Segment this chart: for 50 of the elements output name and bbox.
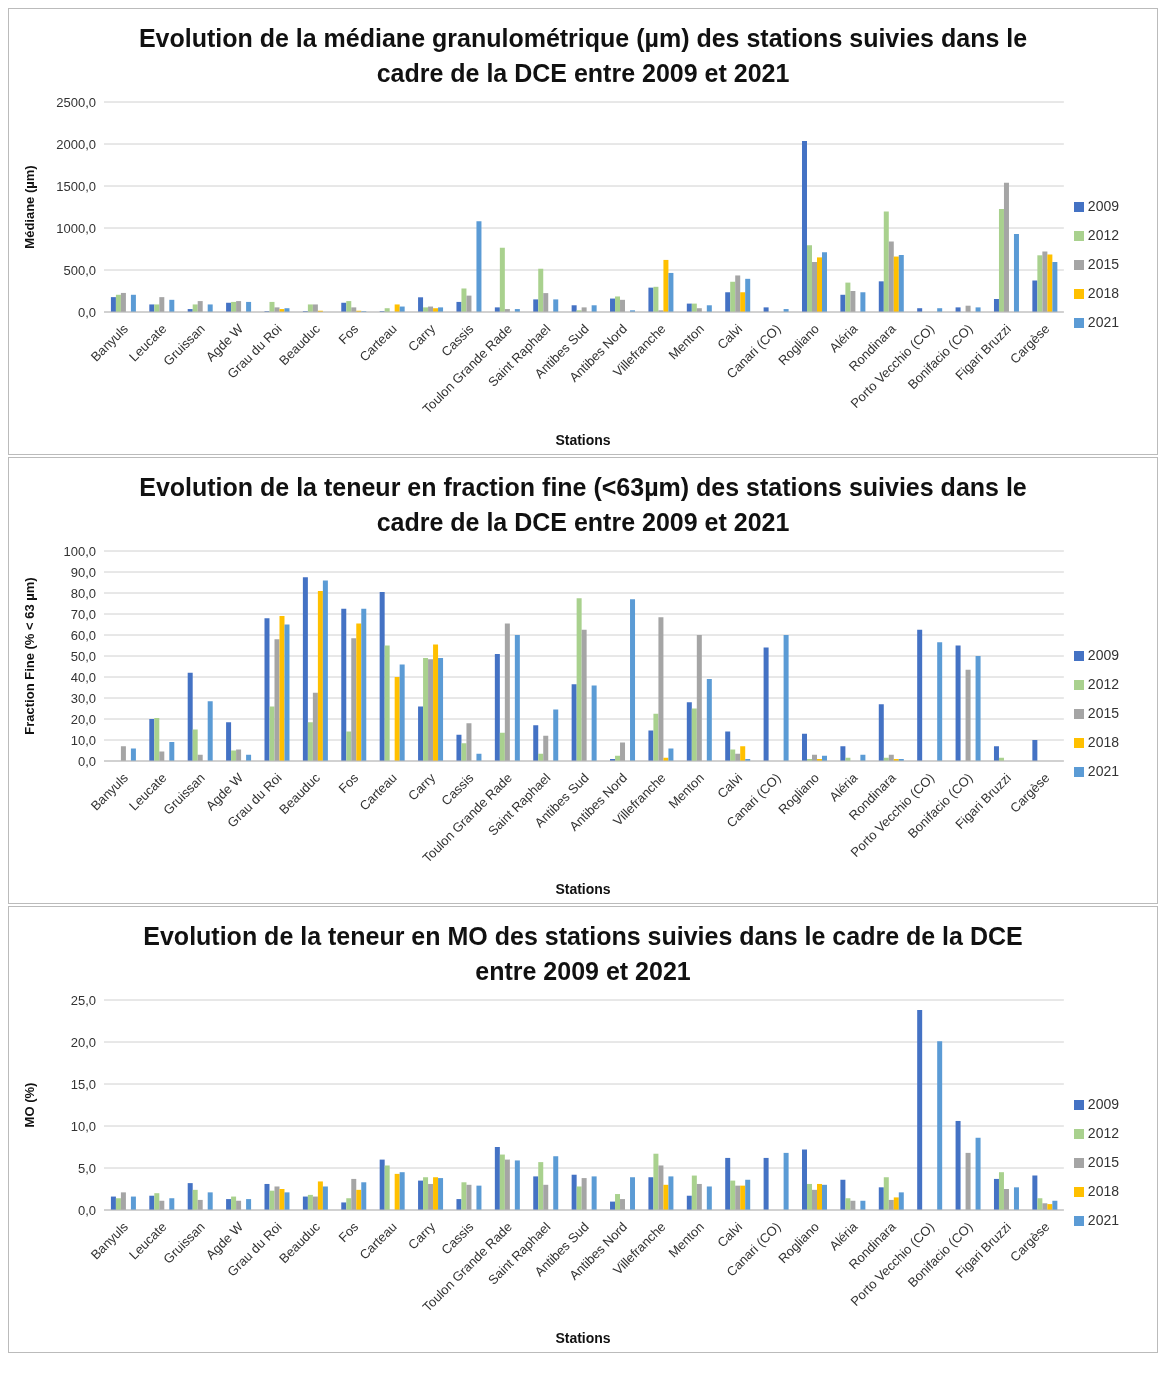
legend-label: 2021 (1087, 1212, 1119, 1228)
y-tick-label: 50,0 (70, 648, 96, 664)
legend-label: 2018 (1087, 734, 1119, 750)
legend-label: 2012 (1087, 227, 1119, 243)
y-tick-label: 80,0 (70, 585, 96, 601)
legend-label: 2018 (1087, 285, 1119, 301)
y-tick-label: 30,0 (70, 690, 96, 706)
y-tick-label: 10,0 (70, 732, 96, 748)
legend-label: 2009 (1087, 1096, 1119, 1112)
y-tick-label: 90,0 (70, 564, 96, 580)
y-axis-title: Fraction Fine (% < 63 µm) (21, 577, 37, 735)
y-tick-label: 25,0 (70, 992, 96, 1008)
legend-label: 2015 (1087, 1154, 1119, 1170)
legend-label: 2012 (1087, 676, 1119, 692)
y-tick-label: 20,0 (70, 1034, 96, 1050)
y-tick-label: 0,0 (77, 1202, 96, 1218)
x-axis-title: Stations (554, 881, 612, 897)
y-tick-label: 5,0 (77, 1160, 96, 1176)
chart-title: Evolution de la teneur en fraction fine (<63µm) des stations suivies dans le cadre de la DCE entre 2009 et 2021 (138, 472, 1028, 538)
x-tick-label: Fos (335, 320, 362, 348)
y-tick-label: 10,0 (70, 1118, 96, 1134)
legend-label: 2018 (1087, 1183, 1119, 1199)
y-axis-title: MO (%) (21, 1082, 37, 1128)
chart-title: Evolution de la médiane granulométrique (µm) des stations suivies dans le cadre de la DCE entre 2009 et 2021 (137, 23, 1029, 89)
chart-title: Evolution de la teneur en MO des stations suivies dans le cadre de la DCE entre 2009 et 2021 (142, 921, 1024, 987)
y-tick-label: 15,0 (70, 1076, 96, 1092)
legend-label: 2021 (1087, 763, 1119, 779)
legend-label: 2021 (1087, 314, 1119, 330)
legend-label: 2009 (1087, 198, 1119, 214)
y-tick-label: 70,0 (70, 606, 96, 622)
y-tick-label: 100,0 (63, 543, 96, 559)
legend-label: 2015 (1087, 705, 1119, 721)
y-tick-label: 60,0 (70, 627, 96, 643)
y-tick-label: 1000,0 (56, 220, 96, 236)
x-tick-label: Fos (335, 769, 362, 797)
x-tick-label: Fos (335, 1218, 362, 1246)
y-tick-label: 20,0 (70, 711, 96, 727)
y-tick-label: 0,0 (77, 304, 96, 320)
legend-label: 2012 (1087, 1125, 1119, 1141)
y-tick-label: 40,0 (70, 669, 96, 685)
y-tick-label: 500,0 (63, 262, 96, 278)
legend-label: 2015 (1087, 256, 1119, 272)
y-tick-label: 2500,0 (56, 94, 96, 110)
y-tick-label: 1500,0 (56, 178, 96, 194)
y-tick-label: 0,0 (77, 753, 96, 769)
y-axis-title: Médiane (µm) (21, 165, 37, 249)
x-axis-title: Stations (554, 432, 612, 448)
x-axis-title: Stations (554, 1330, 612, 1346)
legend-label: 2009 (1087, 647, 1119, 663)
y-tick-label: 2000,0 (56, 136, 96, 152)
